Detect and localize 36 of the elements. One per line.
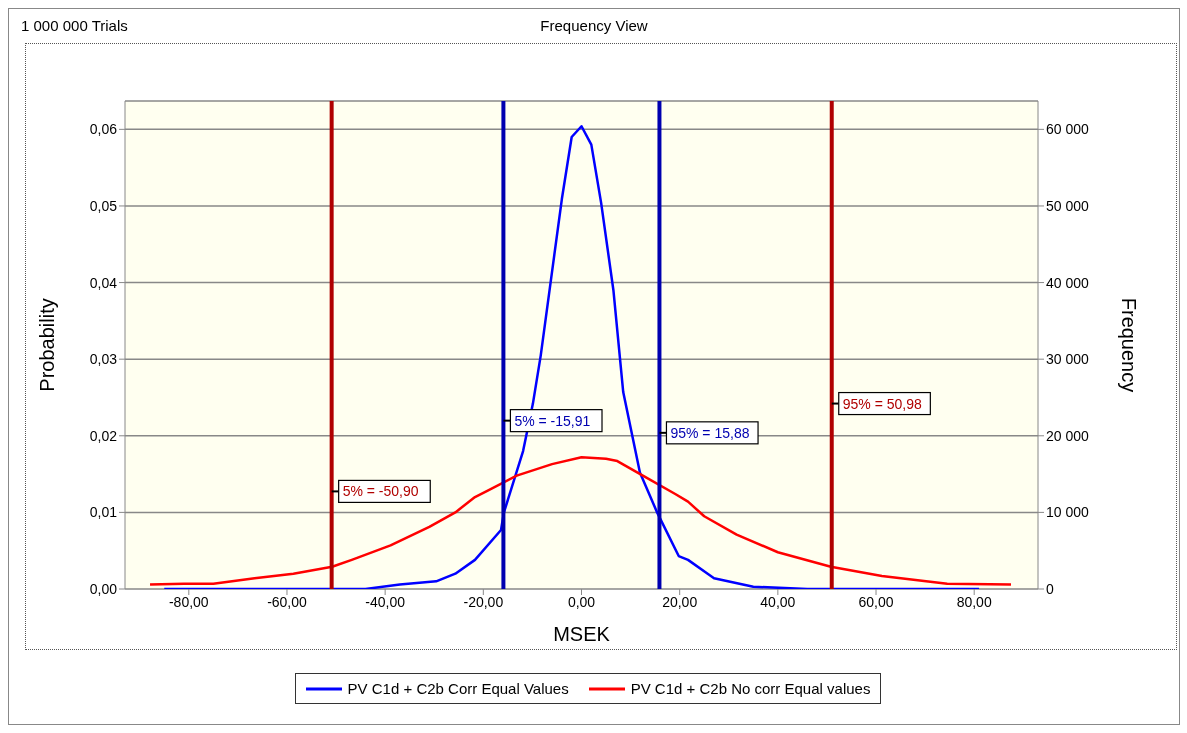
x-tick-label: 20,00 [662, 593, 698, 610]
x-tick-label: -60,00 [267, 593, 308, 610]
x-tick-label: -80,00 [168, 593, 209, 610]
y-axis-title: Probability [36, 298, 59, 392]
x-tick-label: 0,00 [567, 593, 596, 610]
ref-line-label: 5% = -15,91 [514, 412, 591, 429]
legend-label: PV C1d + C2b Corr Equal Values [346, 680, 569, 697]
ref-line-label: 95% = 15,88 [670, 424, 750, 441]
x-tick-label: -40,00 [365, 593, 406, 610]
y2-axis-title: Frequency [1117, 297, 1140, 393]
y2-tick-label: 20 000 [1046, 427, 1090, 444]
y-tick-label: 0,05 [89, 197, 118, 214]
y2-tick-label: 40 000 [1046, 274, 1090, 291]
y-tick-label: 0,03 [89, 351, 118, 368]
ref-line-label: 5% = -50,90 [342, 483, 419, 500]
line-series [148, 455, 1013, 586]
y-tick-label: 0,06 [89, 121, 118, 138]
x-axis-title: MSEK [553, 623, 611, 645]
y-tick-label: 0,00 [89, 580, 118, 597]
x-tick-label: 80,00 [956, 593, 992, 610]
legend-label: PV C1d + C2b No corr Equal values [629, 680, 871, 697]
y-tick-label: 0,02 [89, 427, 118, 444]
y-tick-label: 0,04 [89, 274, 118, 291]
x-tick-label: 40,00 [760, 593, 796, 610]
y2-tick-label: 10 000 [1046, 504, 1090, 521]
y2-tick-label: 30 000 [1046, 351, 1090, 368]
y2-tick-label: 60 000 [1046, 121, 1090, 138]
y2-tick-label: 0 [1046, 580, 1054, 597]
line-series [163, 125, 981, 589]
ref-line-label: 95% = 50,98 [842, 395, 922, 412]
y-tick-label: 0,01 [89, 504, 118, 521]
x-tick-label: 60,00 [858, 593, 894, 610]
chart-title: Frequency View [540, 17, 648, 34]
x-tick-label: -20,00 [463, 593, 504, 610]
y2-tick-label: 50 000 [1046, 197, 1090, 214]
text: 1 000 000 Trials [21, 17, 128, 34]
